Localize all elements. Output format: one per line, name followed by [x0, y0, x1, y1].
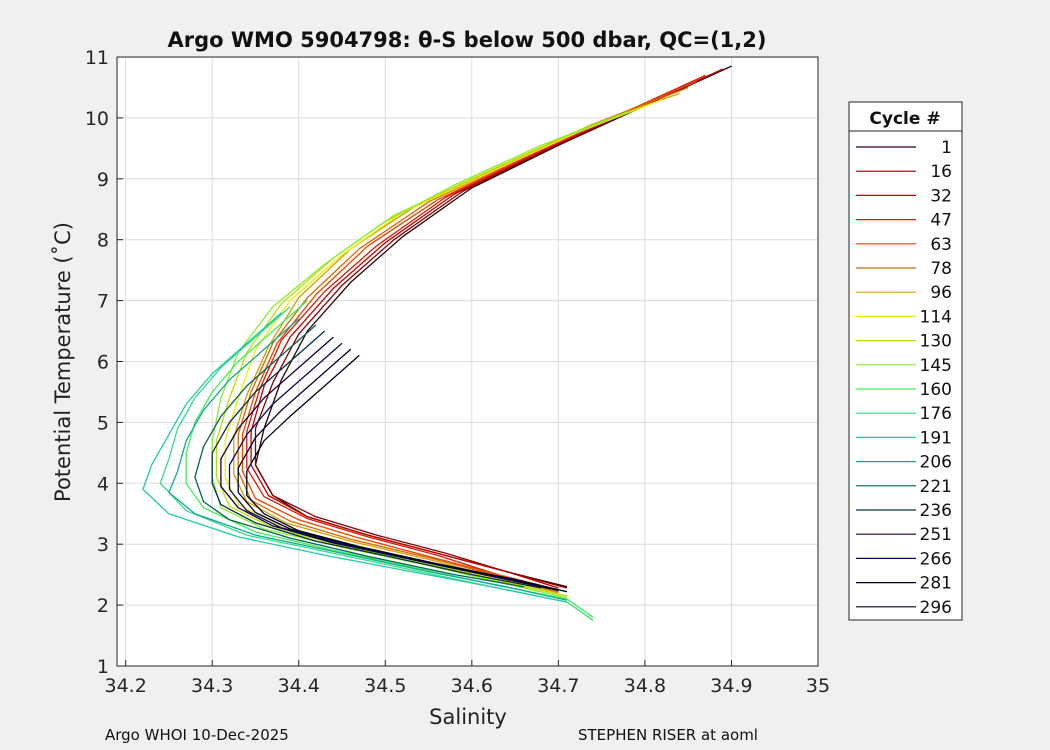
x-tick-label: 35 [806, 675, 830, 697]
legend-label-221: 221 [920, 477, 952, 497]
y-tick-label: 8 [97, 230, 109, 252]
legend: Cycle # 1 16 32 47 63 78 96 114 130 145 160 176 191 2… [848, 101, 963, 621]
legend-label-296: 296 [920, 598, 952, 618]
legend-label-47: 47 [930, 211, 952, 231]
legend-title: Cycle # [869, 109, 940, 129]
y-axis-label: Potential Temperature (˚C) [51, 222, 75, 502]
x-tick-label: 34.9 [710, 675, 752, 697]
x-tick-label: 34.3 [191, 675, 233, 697]
legend-label-206: 206 [920, 453, 952, 473]
x-axis-label: Salinity [429, 705, 507, 729]
x-tick-label: 34.6 [451, 675, 493, 697]
legend-label-145: 145 [920, 356, 952, 376]
y-tick-labels: 1 2 3 4 5 6 7 8 9 10 11 [85, 47, 109, 678]
footer-right: STEPHEN RISER at aoml [578, 726, 758, 744]
chart-title: Argo WMO 5904798: θ-S below 500 dbar, QC… [168, 28, 767, 52]
series-line-236 [211, 330, 542, 589]
y-tick-label: 3 [97, 534, 109, 556]
legend-label-191: 191 [920, 428, 952, 448]
y-tick-label: 10 [85, 108, 109, 130]
x-tick-labels: 34.2 34.3 34.4 34.5 34.6 34.7 34.8 34.9 35 [104, 675, 830, 697]
series-line-32 [250, 68, 724, 589]
legend-label-114: 114 [920, 307, 952, 327]
legend-label-63: 63 [930, 235, 952, 255]
x-tick-label: 34.2 [104, 675, 146, 697]
legend-label-176: 176 [920, 404, 952, 424]
legend-label-266: 266 [920, 549, 952, 569]
series-line-296 [246, 354, 568, 593]
footer-left: Argo WHOI 10-Dec-2025 [105, 726, 289, 744]
y-tick-label: 2 [97, 595, 109, 617]
y-tick-label: 1 [97, 656, 109, 678]
x-tick-label: 34.7 [537, 675, 579, 697]
y-tick-label: 9 [97, 169, 109, 191]
y-tick-label: 6 [97, 352, 109, 374]
legend-label-1: 1 [941, 138, 952, 158]
x-tick-label: 34.4 [278, 675, 320, 697]
legend-label-236: 236 [920, 501, 952, 521]
series-layer [142, 65, 732, 621]
x-tick-label: 34.8 [624, 675, 666, 697]
legend-label-130: 130 [920, 332, 952, 352]
y-tick-label: 4 [97, 473, 109, 495]
y-tick-label: 7 [97, 291, 109, 313]
legend-label-281: 281 [920, 574, 952, 594]
series-line-221 [194, 324, 524, 588]
series-line-16 [254, 68, 724, 589]
legend-entries: 1 16 32 47 63 78 96 114 130 145 160 176 191 206 221 236… [856, 138, 952, 618]
x-tick-label: 34.5 [364, 675, 406, 697]
legend-label-96: 96 [930, 283, 952, 303]
series-line-63 [241, 80, 698, 591]
series-line-191 [142, 312, 568, 603]
legend-label-16: 16 [930, 162, 952, 182]
series-line-206 [168, 318, 568, 601]
legend-label-251: 251 [920, 525, 952, 545]
y-tick-label: 11 [85, 47, 109, 69]
legend-label-32: 32 [930, 186, 952, 206]
plot-frame [116, 56, 819, 667]
y-tick-label: 5 [97, 412, 109, 434]
legend-label-78: 78 [930, 259, 952, 279]
legend-label-160: 160 [920, 380, 952, 400]
